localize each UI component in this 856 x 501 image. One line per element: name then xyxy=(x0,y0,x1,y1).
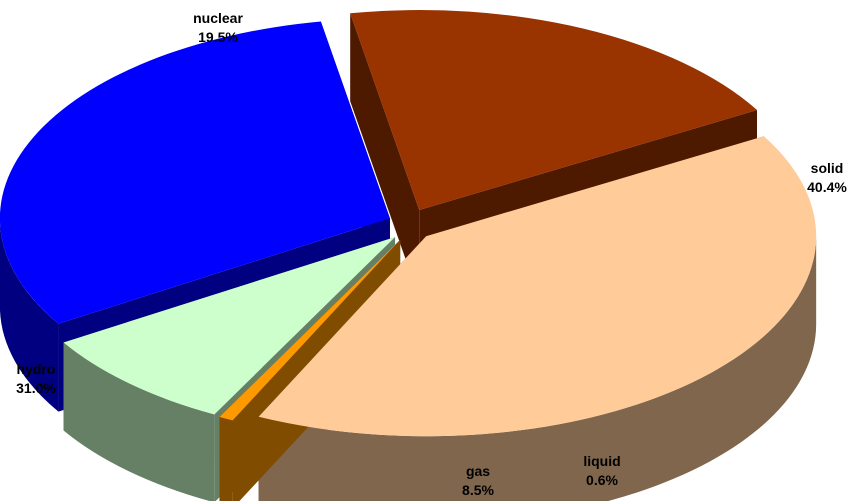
slice-value-solid: 40.4% xyxy=(807,179,847,195)
slice-label-nuclear: nuclear xyxy=(193,10,243,26)
slice-top-liquid xyxy=(219,239,401,421)
slice-label-hydro: hydro xyxy=(17,361,56,377)
slice-top-hydro xyxy=(0,21,390,324)
slice-side-solid xyxy=(258,236,817,501)
slice-wall-nuclear-0 xyxy=(350,13,420,299)
slice-label-solid: solid xyxy=(811,160,844,176)
slice-top-gas xyxy=(63,237,396,415)
pie-slices xyxy=(0,10,817,501)
slice-value-nuclear: 19.5% xyxy=(198,29,238,45)
slice-side-liquid xyxy=(219,417,233,501)
slice-value-gas: 8.5% xyxy=(462,482,494,498)
slice-top-solid xyxy=(258,136,817,437)
pie-labels: nuclear 19.5% solid 40.4% hydro 31.0% ga… xyxy=(16,10,847,498)
slice-side-gas xyxy=(63,342,215,501)
slice-top-nuclear xyxy=(350,10,758,211)
slice-value-liquid: 0.6% xyxy=(586,472,618,488)
slice-label-liquid: liquid xyxy=(583,453,620,469)
slice-side-hydro xyxy=(0,220,59,412)
slice-value-hydro: 31.0% xyxy=(16,380,56,396)
slice-label-gas: gas xyxy=(466,463,490,479)
